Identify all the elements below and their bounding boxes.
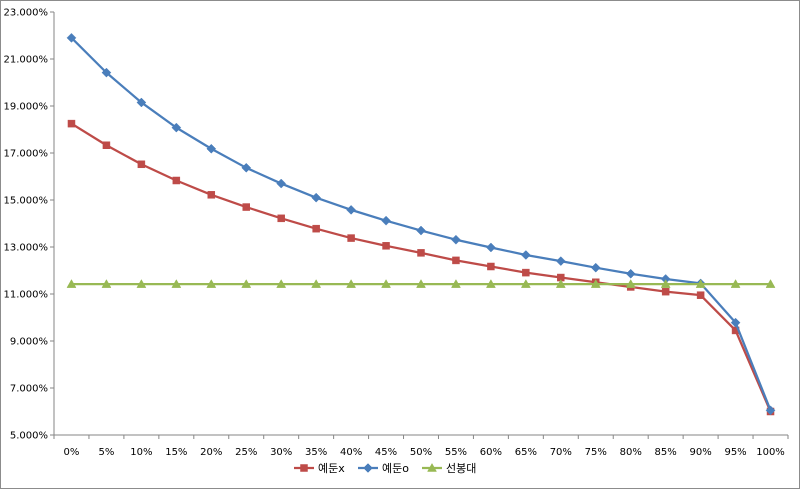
x-tick-label: 65% (515, 447, 537, 458)
series-line-1 (70, 122, 772, 412)
data-point-series-3 (555, 279, 566, 288)
x-tick-label: 45% (375, 447, 397, 458)
x-tick-label: 50% (410, 447, 432, 458)
data-point-series-1 (487, 262, 495, 271)
x-tick-label: 55% (445, 447, 467, 458)
data-point-series-1 (242, 203, 250, 211)
legend-label: 예둔o (382, 462, 409, 475)
series-line-2 (70, 37, 772, 411)
x-tick-label: 85% (655, 447, 677, 458)
data-point-series-3 (660, 279, 671, 288)
data-point-series-3 (206, 279, 217, 288)
data-point-series-3 (171, 279, 182, 288)
y-tick-label: 5.000% (10, 431, 48, 442)
data-point-series-3 (241, 279, 252, 288)
data-point-series-1 (312, 224, 320, 233)
data-point-series-3 (451, 279, 461, 288)
legend-marker (300, 464, 308, 472)
data-point-series-1 (67, 119, 76, 128)
data-point-series-2 (241, 162, 252, 173)
data-point-series-2 (765, 405, 776, 416)
x-tick-label: 40% (340, 447, 362, 458)
y-tick-label: 19.000% (4, 102, 49, 113)
x-tick-label: 75% (585, 447, 607, 458)
data-point-series-1 (452, 256, 460, 265)
data-point-series-3 (590, 279, 601, 288)
data-point-series-2 (590, 262, 601, 273)
data-point-series-3 (276, 279, 287, 288)
legend-marker (363, 463, 373, 473)
data-point-series-1 (382, 242, 390, 250)
data-point-series-2 (101, 67, 112, 78)
data-point-series-3 (346, 279, 357, 288)
y-tick-label: 23.000% (4, 8, 49, 19)
data-point-series-1 (172, 176, 181, 185)
x-tick-label: 5% (98, 447, 114, 458)
data-point-series-3 (311, 279, 322, 288)
data-point-series-2 (451, 234, 461, 245)
x-tick-label: 0% (64, 447, 80, 458)
x-tick-label: 60% (480, 447, 502, 458)
data-point-series-3 (136, 279, 147, 288)
legend-label: 선봉대 (446, 462, 476, 475)
x-tick-label: 90% (690, 447, 712, 458)
y-tick-label: 9.000% (10, 337, 48, 348)
data-point-series-2 (625, 268, 636, 279)
data-point-series-2 (381, 215, 391, 226)
data-point-series-2 (136, 97, 147, 108)
x-tick-label: 70% (550, 447, 572, 458)
data-point-series-3 (730, 279, 741, 288)
data-point-series-2 (276, 178, 287, 189)
y-tick-label: 7.000% (10, 384, 48, 395)
data-point-series-3 (520, 279, 531, 288)
x-tick-label: 80% (620, 447, 642, 458)
data-point-series-2 (311, 192, 321, 203)
data-point-series-2 (346, 205, 356, 215)
x-tick-label: 100% (756, 447, 785, 458)
legend-label: 예둔x (318, 462, 345, 475)
data-point-series-1 (347, 234, 355, 242)
x-tick-label: 35% (305, 447, 327, 458)
data-point-series-3 (381, 279, 391, 288)
data-point-series-2 (206, 143, 217, 154)
data-point-series-2 (730, 317, 741, 328)
y-tick-label: 17.000% (4, 149, 49, 160)
data-point-series-3 (625, 279, 636, 288)
data-point-series-1 (207, 191, 216, 199)
data-point-series-1 (522, 268, 530, 277)
y-tick-label: 13.000% (4, 243, 49, 254)
data-point-series-3 (101, 279, 112, 288)
data-point-series-2 (416, 225, 426, 236)
data-point-series-3 (66, 279, 77, 288)
data-point-series-3 (485, 279, 496, 288)
data-point-series-2 (171, 122, 182, 133)
data-point-series-3 (695, 279, 706, 288)
x-tick-label: 30% (270, 447, 292, 458)
data-point-series-2 (555, 256, 566, 266)
y-tick-label: 15.000% (4, 196, 49, 207)
legend-marker (427, 462, 437, 472)
data-point-series-1 (102, 141, 111, 149)
y-tick-label: 11.000% (4, 290, 49, 301)
y-tick-label: 21.000% (4, 55, 49, 66)
data-point-series-1 (277, 214, 285, 223)
x-tick-label: 95% (724, 447, 746, 458)
x-tick-label: 20% (200, 447, 222, 458)
data-point-series-3 (416, 279, 426, 288)
data-point-series-1 (696, 291, 705, 299)
data-point-series-1 (137, 160, 146, 169)
data-point-series-1 (417, 249, 425, 257)
data-point-series-2 (486, 242, 496, 253)
x-tick-label: 15% (165, 447, 187, 458)
data-point-series-1 (661, 287, 670, 296)
x-tick-label: 10% (130, 447, 152, 458)
data-point-series-3 (765, 279, 776, 288)
data-point-series-2 (66, 32, 77, 43)
data-point-series-2 (521, 250, 531, 260)
x-tick-label: 25% (235, 447, 257, 458)
